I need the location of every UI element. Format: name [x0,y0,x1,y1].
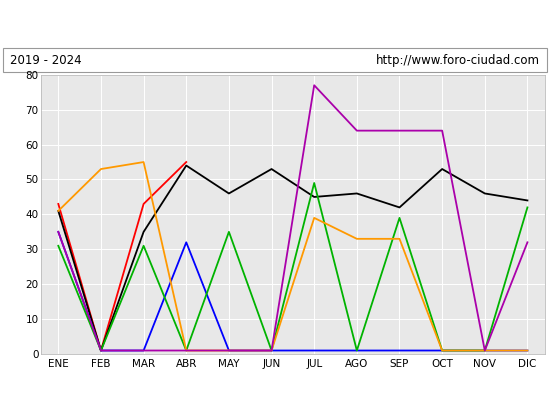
Text: Evolucion Nº Turistas Extranjeros en el municipio de Ataquines: Evolucion Nº Turistas Extranjeros en el … [58,16,492,30]
Bar [3,48,547,72]
Text: 2019 - 2024: 2019 - 2024 [10,54,81,67]
Text: http://www.foro-ciudad.com: http://www.foro-ciudad.com [376,54,540,67]
